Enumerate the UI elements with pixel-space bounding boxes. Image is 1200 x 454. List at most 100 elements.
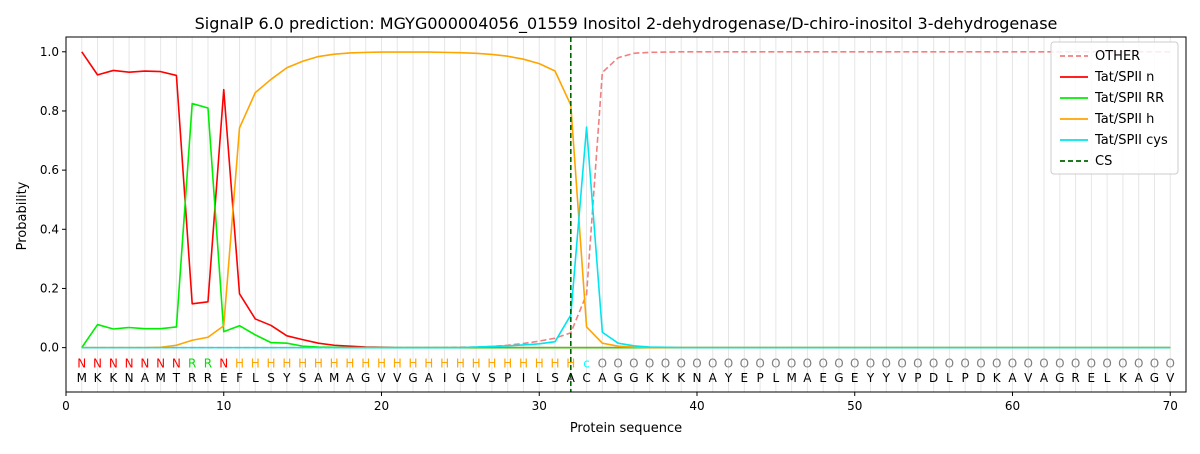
residue-label: A — [314, 371, 323, 385]
residue-label: V — [1024, 371, 1033, 385]
region-label: O — [882, 356, 891, 370]
residue-label: K — [1119, 371, 1128, 385]
region-label: O — [1165, 356, 1174, 370]
region-label: O — [771, 356, 780, 370]
y-tick-label: 0.4 — [40, 222, 59, 236]
y-tick-label: 0.6 — [40, 163, 59, 177]
region-label: O — [1024, 356, 1033, 370]
region-label: O — [976, 356, 985, 370]
residue-label: K — [109, 371, 118, 385]
region-label: H — [330, 356, 339, 370]
residue-label: C — [582, 371, 590, 385]
region-label: N — [109, 356, 118, 370]
region-label: N — [172, 356, 181, 370]
residue-label: I — [522, 371, 526, 385]
residue-label: N — [692, 371, 701, 385]
region-label: O — [1118, 356, 1127, 370]
region-label: H — [424, 356, 433, 370]
residue-label: M — [77, 371, 87, 385]
residue-label: M — [155, 371, 165, 385]
region-label: O — [818, 356, 827, 370]
residue-label: G — [1150, 371, 1159, 385]
residue-label: Y — [882, 371, 891, 385]
region-label: N — [77, 356, 86, 370]
region-label: H — [282, 356, 291, 370]
region-label: O — [992, 356, 1001, 370]
residue-label: P — [756, 371, 763, 385]
residue-label: D — [929, 371, 938, 385]
residue-label: M — [786, 371, 796, 385]
y-axis-label: Probability — [15, 181, 30, 250]
region-label: c — [583, 356, 590, 370]
sequence-annotations: NMNKNKNNNANMNTRRRRNEHFHLHSHYHSHAHMHAHGHV… — [77, 356, 1176, 385]
legend-box — [1050, 41, 1179, 175]
region-label: H — [550, 356, 559, 370]
legend-label: Tat/SPII h — [1094, 112, 1154, 127]
x-tick-label: 30 — [532, 399, 547, 413]
residue-label: P — [962, 371, 969, 385]
residue-label: S — [299, 371, 307, 385]
residue-label: E — [741, 371, 749, 385]
region-label: O — [1150, 356, 1159, 370]
residue-label: T — [172, 371, 181, 385]
region-label: R — [188, 356, 196, 370]
residue-label: S — [267, 371, 275, 385]
region-label: H — [361, 356, 370, 370]
region-label: O — [913, 356, 922, 370]
region-label: O — [661, 356, 670, 370]
region-label: H — [409, 356, 418, 370]
x-tick-label: 20 — [374, 399, 389, 413]
residue-label: K — [646, 371, 655, 385]
residue-label: L — [773, 371, 780, 385]
y-tick-label: 0.0 — [40, 341, 59, 355]
region-label: O — [787, 356, 796, 370]
y-tick-label: 0.2 — [40, 281, 59, 295]
residue-label: L — [252, 371, 259, 385]
residue-label: V — [1166, 371, 1175, 385]
residue-label: G — [613, 371, 622, 385]
residue-label: A — [346, 371, 355, 385]
region-label: H — [440, 356, 449, 370]
residue-label: G — [361, 371, 370, 385]
region-label: N — [156, 356, 165, 370]
region-label: O — [629, 356, 638, 370]
region-label: O — [945, 356, 954, 370]
residue-label: E — [220, 371, 228, 385]
region-label: O — [708, 356, 717, 370]
region-label: O — [613, 356, 622, 370]
region-label: H — [345, 356, 354, 370]
region-label: O — [1102, 356, 1111, 370]
x-tick-label: 60 — [1005, 399, 1020, 413]
x-axis-label: Protein sequence — [570, 421, 682, 436]
residue-label: A — [709, 371, 718, 385]
residue-label: L — [1104, 371, 1111, 385]
region-label: O — [897, 356, 906, 370]
axes: 0 10 20 30 40 50 60 70 0.0 0.2 0.4 0.6 0.8 1.0 — [40, 36, 1187, 413]
residue-label: A — [1040, 371, 1049, 385]
residue-label: G — [408, 371, 417, 385]
residue-label: V — [898, 371, 907, 385]
x-tick-label: 50 — [847, 399, 862, 413]
x-tick-label: 0 — [62, 399, 70, 413]
region-label: O — [598, 356, 607, 370]
region-label: H — [487, 356, 496, 370]
region-label: O — [740, 356, 749, 370]
residue-label: A — [803, 371, 812, 385]
residue-label: R — [188, 371, 196, 385]
residue-label: Y — [724, 371, 733, 385]
region-label: H — [251, 356, 260, 370]
residue-label: Y — [282, 371, 291, 385]
residue-label: G — [834, 371, 843, 385]
residue-label: K — [677, 371, 686, 385]
residue-label: N — [125, 371, 134, 385]
region-label: O — [1071, 356, 1080, 370]
residue-label: K — [993, 371, 1002, 385]
residue-label: A — [141, 371, 150, 385]
residue-label: G — [456, 371, 465, 385]
region-label: O — [676, 356, 685, 370]
x-tick-label: 70 — [1163, 399, 1178, 413]
residue-label: R — [1071, 371, 1079, 385]
residue-label: L — [536, 371, 543, 385]
region-label: H — [472, 356, 481, 370]
